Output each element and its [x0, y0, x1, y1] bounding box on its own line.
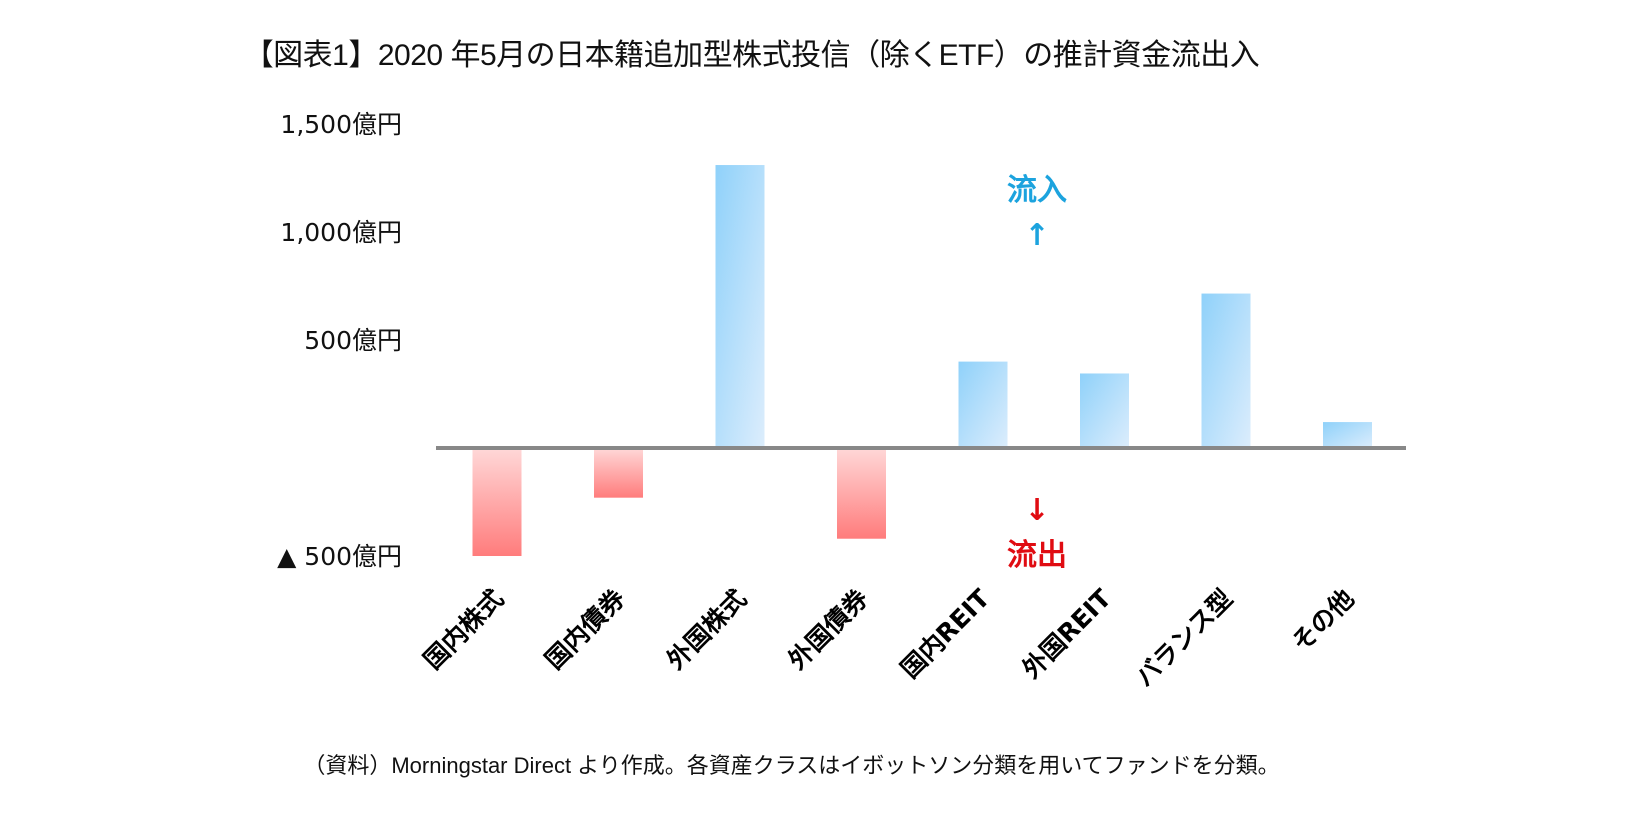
bar-inflow: [715, 165, 765, 449]
source-footnote: （資料）Morningstar Direct より作成。各資産クラスはイボットソ…: [0, 748, 1643, 780]
outflow-label: 流出: [1007, 538, 1067, 573]
x-category-label: 国内債券: [540, 583, 632, 675]
chart-title: 【図表1】2020 年5月の日本籍追加型株式投信（除くETF）の推計資金流出入: [0, 30, 1643, 74]
bar-chart: 1,500億円1,000億円500億円▲ 500億円 国内株式 国内債券 外国株式外…: [277, 110, 1406, 692]
x-category-label: 外国株式: [661, 584, 752, 675]
outflow-arrow-icon: ↓: [1024, 493, 1049, 528]
bar-inflow: [1323, 422, 1372, 448]
x-category-label: その他: [1286, 584, 1360, 658]
bar-outflow: [472, 448, 522, 556]
bar-inflow: [958, 361, 1008, 448]
x-category-label: 国内株式: [418, 584, 509, 675]
y-tick-label: 1,000億円: [280, 218, 402, 247]
bar-outflow: [594, 448, 643, 498]
bar-outflow: [837, 448, 886, 539]
x-category-label: 外国債券: [783, 583, 875, 675]
inflow-arrow-icon: ↑: [1024, 218, 1049, 253]
bar-inflow: [1080, 373, 1129, 448]
bars: [472, 165, 1372, 556]
inflow-label: 流入: [1007, 173, 1067, 208]
x-category-label: バランス型: [1130, 584, 1239, 693]
x-category-label: 外国REIT: [1017, 584, 1117, 684]
y-tick-label: 500億円: [304, 326, 402, 355]
y-axis-ticks: 1,500億円 1,000億円 500億円 ▲ 500億円: [277, 110, 402, 571]
x-axis-category-labels: 国内株式 国内債券 外国株式 外国債券 国内REIT 外国REIT バランス型 その他: [418, 583, 1360, 692]
source-footnote-text: （資料）Morningstar Direct より作成。各資産クラスはイボットソ…: [303, 753, 1280, 778]
bar-inflow: [1201, 293, 1251, 448]
x-category-label: 国内REIT: [895, 584, 995, 684]
y-tick-label: 1,500億円: [280, 110, 402, 139]
chart-title-text: 【図表1】2020 年5月の日本籍追加型株式投信（除くETF）の推計資金流出入: [243, 39, 1260, 72]
y-tick-label: ▲ 500億円: [277, 542, 402, 571]
